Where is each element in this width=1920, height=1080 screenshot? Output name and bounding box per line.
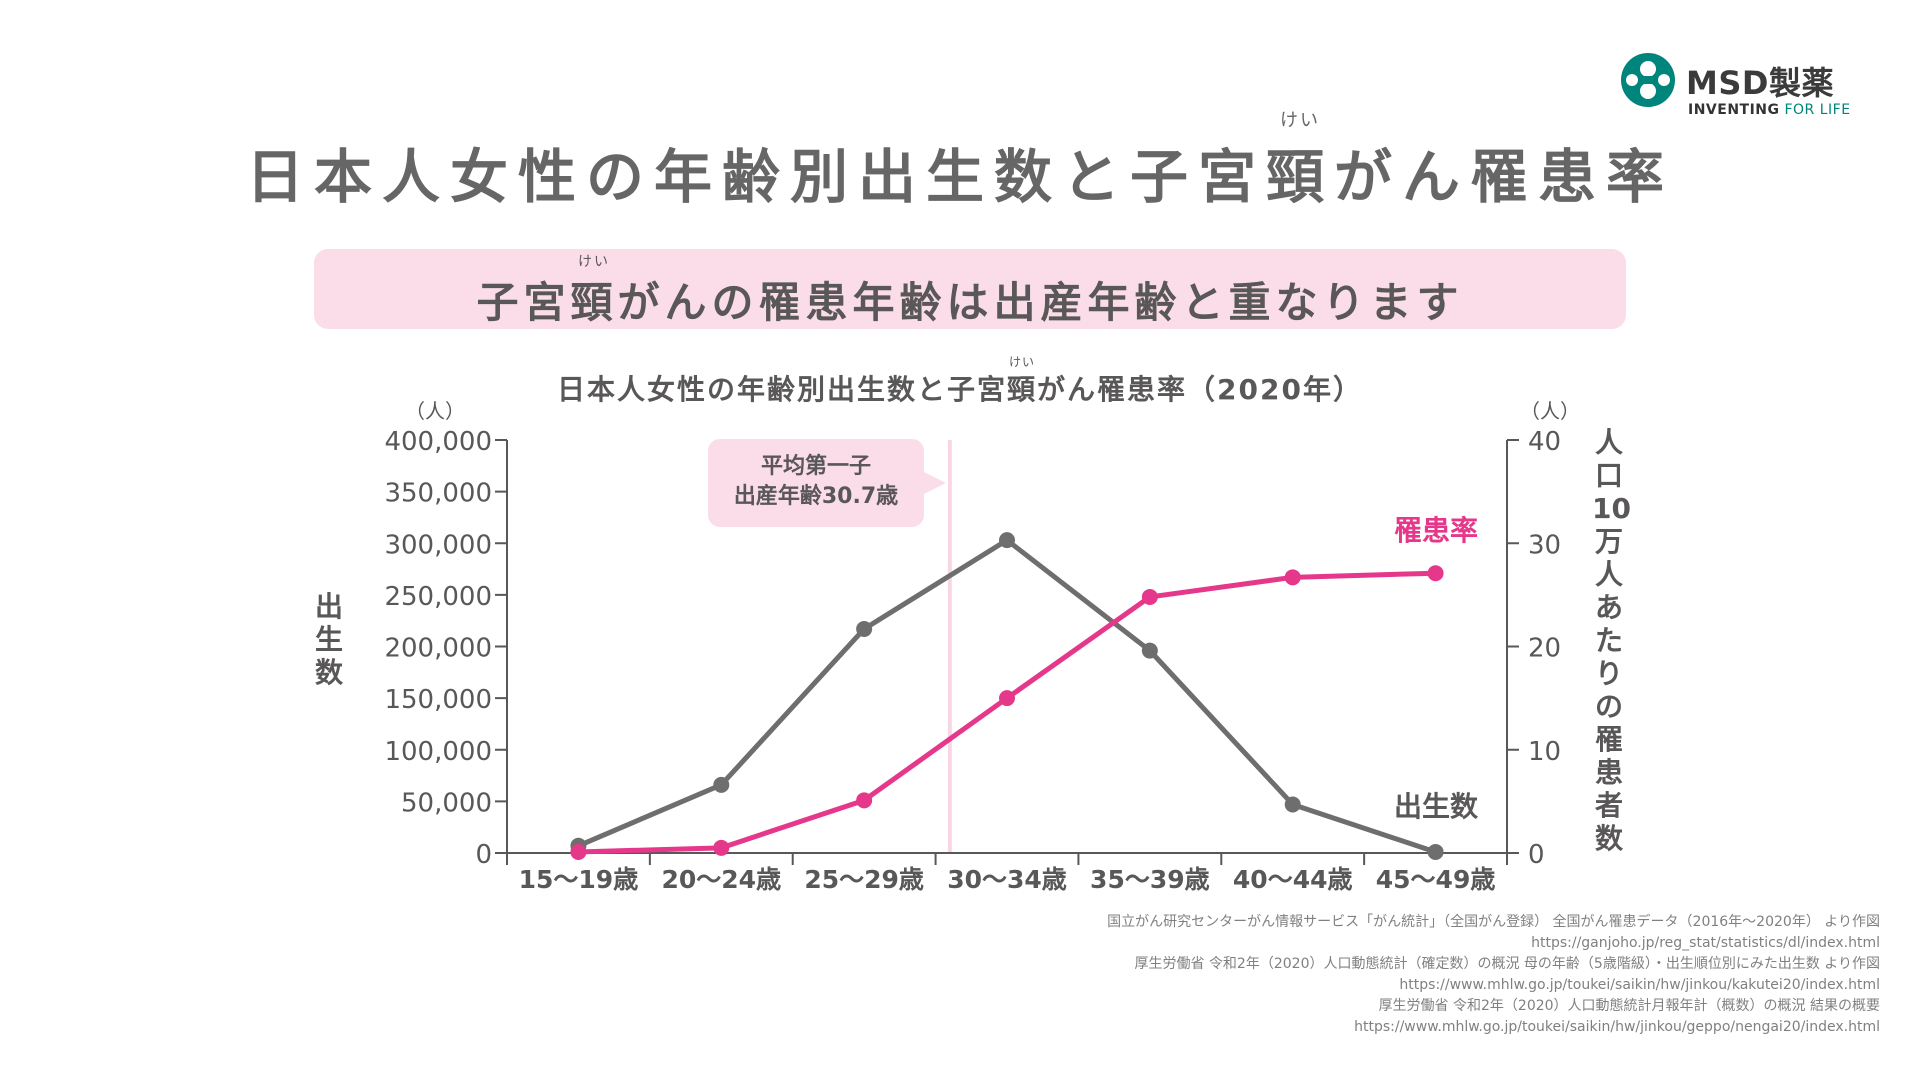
axis-title-char: 人 <box>1594 558 1623 591</box>
data-point-births <box>1427 843 1444 860</box>
banner-after: がんの罹患年齢は出産年齢と重なります <box>617 278 1464 327</box>
msd-logo: MSD製薬 INVENTING FOR LIFE <box>1620 52 1890 122</box>
source-line: 国立がん研究センターがん情報サービス「がん統計」（全国がん登録） 全国がん罹患デ… <box>1107 914 1880 930</box>
x-tick-label: 40～44歳 <box>1233 865 1353 894</box>
left-tick-label: 0 <box>475 840 492 870</box>
right-tick-label: 30 <box>1528 530 1561 560</box>
page-title-ruby: けい頸 <box>1265 110 1334 214</box>
right-tick-label: 10 <box>1528 737 1561 767</box>
source-line: https://ganjoho.jp/reg_stat/statistics/d… <box>1531 935 1880 951</box>
brand-tagline-rest: FOR LIFE <box>1779 102 1851 118</box>
chart-title: 日本人女性の年齢別出生数と子宮 けい頸がん罹患率（2020年） <box>0 355 1920 408</box>
right-tick-label: 20 <box>1528 634 1561 664</box>
data-point-births <box>999 532 1015 549</box>
left-tick-label: 400,000 <box>384 427 492 457</box>
right-axis-title: 人口 10 万人あたりの罹患者数 <box>1592 426 1631 855</box>
source-line: 厚生労働省 令和2年（2020）人口動態統計（確定数）の概況 母の年齢（5歳階級… <box>1134 956 1880 972</box>
x-tick-label: 45～49歳 <box>1376 865 1496 894</box>
banner-ruby-text: けい <box>577 254 610 270</box>
chart-title-after: がん罹患率（2020年） <box>1037 373 1363 406</box>
callout-line1: 平均第一子 <box>760 454 871 479</box>
source-line: 厚生労働省 令和2年（2020）人口動態統計月報年計（概数）の概況 結果の概要 <box>1378 998 1880 1014</box>
left-tick-label: 300,000 <box>384 530 492 560</box>
data-point-births <box>1141 642 1158 659</box>
left-tick-label: 150,000 <box>384 685 492 715</box>
axis-title-char: 罹 <box>1594 723 1623 756</box>
axis-title-char: 10 <box>1592 492 1631 525</box>
brand-tagline: INVENTING FOR LIFE <box>1688 102 1851 118</box>
right-tick-label: 0 <box>1528 840 1545 870</box>
chart-title-ruby: けい頸 <box>1007 355 1038 408</box>
axis-title-char: あ <box>1594 591 1623 624</box>
banner-text: 子宮 けい頸がんの罹患年齢は出産年齢と重なります <box>314 254 1626 330</box>
axis-title-char: り <box>1594 657 1623 690</box>
x-tick-label: 15～19歳 <box>519 865 639 894</box>
data-point-incidence <box>1427 565 1444 582</box>
banner-ruby-base: 頸 <box>570 278 618 327</box>
data-point-incidence <box>1141 588 1158 605</box>
left-tick-label: 350,000 <box>384 479 492 509</box>
subtitle-banner: 子宮 けい頸がんの罹患年齢は出産年齢と重なります <box>314 249 1626 329</box>
data-point-births <box>856 620 873 637</box>
data-point-births <box>713 776 730 793</box>
page-title-before: 日本人女性の年齢別出生数と子宮 <box>245 143 1266 211</box>
source-line: https://www.mhlw.go.jp/toukei/saikin/hw/… <box>1399 977 1880 993</box>
x-tick-label: 25～29歳 <box>804 865 924 894</box>
data-point-incidence <box>1284 569 1301 586</box>
axis-title-char: 出 <box>314 590 343 623</box>
axis-title-char: た <box>1594 624 1623 657</box>
left-tick-label: 100,000 <box>384 737 492 767</box>
left-axis-title: 出生数 <box>312 590 346 689</box>
data-point-incidence <box>999 690 1015 707</box>
series-label-births: 出生数 <box>1394 790 1479 823</box>
callout-line2: 出産年齢30.7歳 <box>733 484 899 509</box>
axis-title-char: 患 <box>1594 756 1623 789</box>
axis-title-char: 者 <box>1594 789 1623 822</box>
data-point-incidence <box>570 843 587 860</box>
chart-title-before: 日本人女性の年齢別出生数と子宮 <box>557 373 1008 406</box>
axis-title-char: の <box>1594 690 1623 723</box>
left-axis-unit: （人） <box>405 399 465 423</box>
left-tick-label: 200,000 <box>384 634 492 664</box>
x-tick-label: 30～34歳 <box>947 865 1067 894</box>
right-axis-unit: （人） <box>1520 399 1580 423</box>
banner-before: 子宮 <box>476 278 571 327</box>
data-point-incidence <box>713 839 730 856</box>
data-point-births <box>1284 796 1301 813</box>
axis-title-char: 万 <box>1594 525 1623 558</box>
axis-title-char: 生 <box>314 623 343 656</box>
chart-title-ruby-base: 頸 <box>1007 373 1038 406</box>
axis-title-char: 数 <box>1594 822 1623 855</box>
series-label-incidence: 罹患率 <box>1394 514 1478 547</box>
x-tick-label: 35～39歳 <box>1090 865 1210 894</box>
data-point-incidence <box>856 792 873 809</box>
axis-title-char: 数 <box>314 656 343 689</box>
left-tick-label: 50,000 <box>401 788 492 818</box>
banner-ruby: けい頸 <box>570 254 618 330</box>
source-line: https://www.mhlw.go.jp/toukei/saikin/hw/… <box>1354 1019 1880 1035</box>
page-title: 日本人女性の年齢別出生数と子宮 けい頸がん罹患率 <box>0 110 1920 214</box>
brand-tagline-strong: INVENTING <box>1688 102 1780 118</box>
msd-logo-icon <box>1621 53 1675 107</box>
chart-title-ruby-text: けい <box>1009 355 1036 369</box>
x-tick-label: 20～24歳 <box>661 865 781 894</box>
left-tick-label: 250,000 <box>384 582 492 612</box>
page-title-after: がん罹患率 <box>1334 143 1675 211</box>
sources: 国立がん研究センターがん情報サービス「がん統計」（全国がん登録） 全国がん罹患デ… <box>1107 912 1880 1038</box>
axis-title-char: 口 <box>1594 459 1623 492</box>
page-title-ruby-base: 頸 <box>1265 143 1334 211</box>
right-tick-label: 40 <box>1528 427 1561 457</box>
page-title-ruby-text: けい <box>1279 110 1320 131</box>
axis-title-char: 人 <box>1594 426 1623 459</box>
first-birth-age-callout: 平均第一子 出産年齢30.7歳 <box>708 439 946 527</box>
brand-name: MSD製薬 <box>1686 64 1834 102</box>
